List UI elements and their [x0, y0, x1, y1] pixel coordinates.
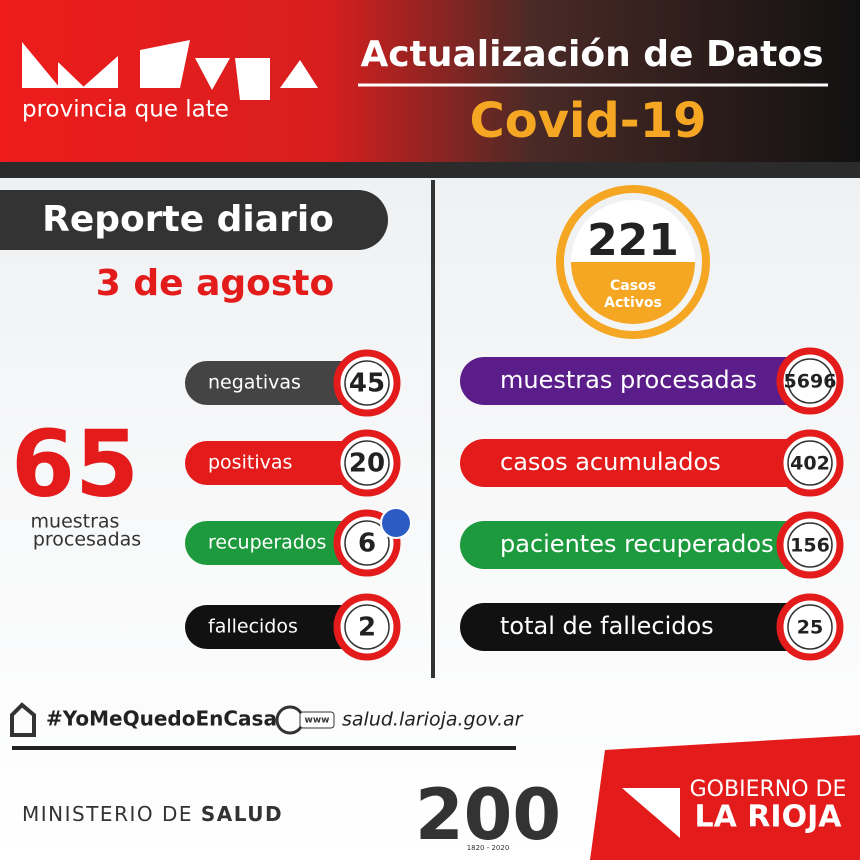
total-value: 156	[790, 535, 830, 557]
total-label: muestras procesadas	[500, 366, 757, 394]
total-inner-ring	[787, 604, 833, 650]
stat-inner-ring	[344, 604, 390, 650]
web-badge-text: www	[305, 716, 330, 726]
stat-value: 20	[349, 449, 385, 479]
stat-label: fallecidos	[208, 616, 298, 638]
daily-samples-label: procesadas	[33, 529, 141, 551]
daily-samples-label: muestras	[31, 511, 120, 533]
stat-ring	[333, 349, 401, 417]
total-inner-ring	[787, 440, 833, 486]
active-label: Casos	[610, 278, 656, 294]
total-value: 25	[797, 617, 823, 639]
total-pill	[460, 521, 810, 569]
total-pill	[460, 603, 810, 651]
active-ring	[556, 185, 710, 339]
stat-label: recuperados	[208, 532, 326, 554]
header-band	[0, 0, 860, 162]
total-ring	[776, 511, 844, 579]
like-icon	[380, 507, 412, 539]
stat-inner-ring	[344, 440, 390, 486]
stat-label: negativas	[208, 372, 301, 394]
total-label: casos acumulados	[500, 448, 721, 476]
total-inner-ring	[787, 358, 833, 404]
total-value: 402	[790, 453, 830, 475]
total-ring	[776, 593, 844, 661]
stat-ring	[333, 593, 401, 661]
total-pill	[460, 439, 810, 487]
ministry: MINISTERIO DE SALUD	[22, 802, 283, 826]
total-ring	[776, 347, 844, 415]
total-label: total de fallecidos	[500, 612, 714, 640]
header-subtitle: Covid-19	[469, 93, 706, 149]
stat-pill	[185, 441, 375, 485]
anniversary-mark: 200	[415, 774, 561, 856]
header-shadow	[0, 162, 860, 178]
report-date: 3 de agosto	[96, 263, 334, 304]
report-title: Reporte diario	[42, 199, 334, 240]
stat-value: 45	[349, 369, 385, 399]
gov-line-2: LA RIOJA	[695, 800, 843, 835]
stat-inner-ring	[344, 520, 390, 566]
stat-label: positivas	[208, 452, 292, 474]
active-label: Activos	[604, 295, 662, 311]
gov-logo	[622, 788, 680, 838]
total-label: pacientes recuperados	[500, 530, 774, 558]
stat-value: 6	[358, 529, 376, 559]
stat-pill	[185, 361, 375, 405]
logo-tagline: provincia que late	[22, 97, 229, 123]
stat-pill	[185, 521, 375, 565]
stat-inner-ring	[344, 360, 390, 406]
daily-samples-number: 65	[11, 410, 139, 517]
logo-mark	[22, 40, 318, 100]
gov-badge	[590, 735, 860, 860]
stat-ring	[333, 429, 401, 497]
total-value: 5696	[784, 371, 837, 393]
hashtag: #YoMeQuedoEnCasa	[46, 707, 277, 731]
stat-value: 2	[358, 613, 376, 643]
active-number: 221	[587, 215, 679, 266]
website: salud.larioja.gov.ar	[342, 709, 524, 731]
header-title: Actualización de Datos	[360, 34, 823, 75]
stat-pill	[185, 605, 375, 649]
active-fill	[571, 262, 695, 324]
report-banner	[0, 190, 388, 250]
gov-line-1: GOBIERNO DE	[690, 777, 847, 802]
total-pill	[460, 357, 810, 405]
web-badge	[299, 711, 335, 729]
anniversary-years: 1820 - 2020	[467, 844, 510, 852]
total-inner-ring	[787, 522, 833, 568]
total-ring	[776, 429, 844, 497]
home-icon	[10, 702, 36, 737]
